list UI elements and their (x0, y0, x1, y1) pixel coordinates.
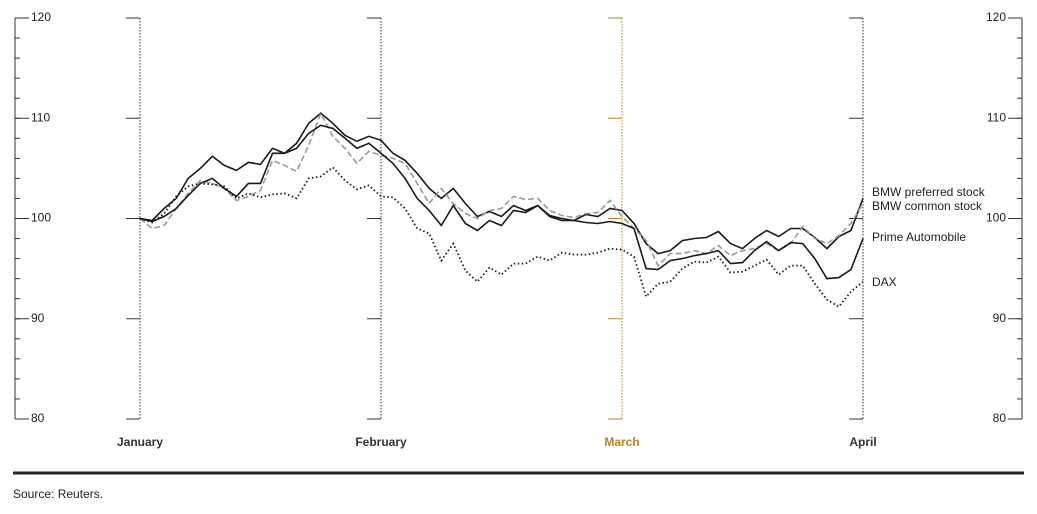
y-tick-label: 80 (993, 411, 1007, 425)
y-tick-label: 90 (31, 311, 45, 325)
x-tick-label: February (355, 435, 407, 449)
legend-label: BMW common stock (872, 199, 983, 213)
series-line (139, 124, 864, 280)
series-line (139, 166, 864, 308)
y-tick-label: 120 (986, 10, 1006, 24)
y-tick-label: 90 (993, 311, 1007, 325)
x-tick-label: March (604, 435, 639, 449)
y-tick-label: 110 (987, 110, 1006, 124)
legend-label: DAX (872, 275, 897, 289)
legend-label: BMW preferred stock (872, 185, 986, 199)
y-tick-label: 100 (31, 211, 51, 225)
x-tick-label: January (117, 435, 163, 449)
legend-label: Prime Automobile (872, 230, 966, 244)
y-tick-label: 80 (31, 411, 45, 425)
series-line (139, 111, 864, 267)
y-tick-label: 100 (986, 211, 1006, 225)
source-note: Source: Reuters. (13, 487, 103, 501)
y-tick-label: 110 (31, 110, 50, 124)
y-tick-label: 120 (31, 10, 51, 24)
series-line (139, 112, 864, 255)
x-tick-label: April (849, 435, 876, 449)
